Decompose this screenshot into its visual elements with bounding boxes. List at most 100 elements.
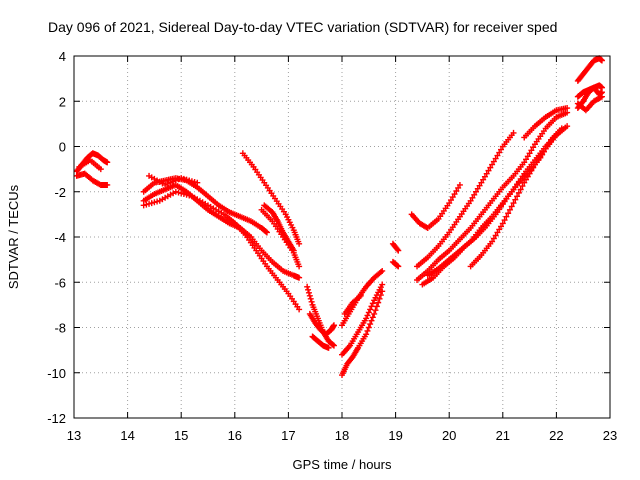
data-point-marker bbox=[521, 179, 528, 186]
data-point-marker bbox=[395, 247, 402, 254]
data-point-marker bbox=[598, 57, 605, 64]
data-point-marker bbox=[490, 235, 497, 242]
x-tick-label: 14 bbox=[120, 428, 134, 443]
data-point-marker bbox=[449, 194, 456, 201]
data-point-marker bbox=[263, 228, 270, 235]
data-point-marker bbox=[194, 179, 201, 186]
data-point-marker bbox=[447, 197, 454, 204]
data-point-marker bbox=[372, 307, 379, 314]
data-point-marker bbox=[496, 226, 503, 233]
data-point-marker bbox=[530, 144, 537, 151]
x-tick-label: 20 bbox=[442, 428, 456, 443]
data-point-marker bbox=[330, 322, 337, 329]
data-point-marker bbox=[496, 149, 503, 156]
data-point-marker bbox=[379, 267, 386, 274]
data-point-marker bbox=[469, 194, 476, 201]
data-point-marker bbox=[564, 105, 571, 112]
data-point-marker bbox=[368, 317, 375, 324]
data-point-marker bbox=[498, 146, 505, 153]
data-point-marker bbox=[514, 193, 521, 200]
y-tick-label: 4 bbox=[59, 49, 66, 64]
data-point-marker bbox=[296, 263, 303, 270]
data-point-marker bbox=[368, 303, 375, 310]
data-point-marker bbox=[526, 170, 533, 177]
data-point-marker bbox=[485, 167, 492, 174]
data-point-marker bbox=[453, 187, 460, 194]
data-point-marker bbox=[480, 176, 487, 183]
data-point-marker bbox=[523, 156, 530, 163]
data-point-marker bbox=[379, 281, 386, 288]
data-point-marker bbox=[363, 315, 370, 322]
data-point-marker bbox=[304, 283, 311, 290]
data-point-marker bbox=[492, 155, 499, 162]
data-point-marker bbox=[512, 196, 519, 203]
data-point-marker bbox=[364, 312, 371, 319]
data-point-marker bbox=[357, 292, 364, 299]
x-tick-label: 19 bbox=[388, 428, 402, 443]
data-point-marker bbox=[510, 200, 517, 207]
data-point-marker bbox=[104, 159, 111, 166]
grid-lines bbox=[74, 56, 610, 418]
data-point-marker bbox=[375, 299, 382, 306]
data-point-marker bbox=[510, 129, 517, 136]
y-tick-label: 2 bbox=[59, 94, 66, 109]
data-marks bbox=[73, 55, 605, 379]
x-axis-title: GPS time / hours bbox=[293, 457, 392, 472]
data-point-marker bbox=[97, 166, 104, 173]
data-point-marker bbox=[364, 327, 371, 334]
data-point-marker bbox=[519, 183, 526, 190]
data-point-marker bbox=[296, 274, 303, 281]
data-point-marker bbox=[394, 262, 401, 269]
data-point-marker bbox=[296, 306, 303, 313]
data-point-marker bbox=[363, 331, 370, 338]
data-point-marker bbox=[503, 213, 510, 220]
data-point-marker bbox=[526, 150, 533, 157]
data-point-marker bbox=[306, 292, 313, 299]
data-point-marker bbox=[471, 191, 478, 198]
data-point-marker bbox=[395, 263, 402, 270]
x-tick-label: 23 bbox=[603, 428, 617, 443]
data-point-marker bbox=[330, 342, 337, 349]
data-point-marker bbox=[490, 158, 497, 165]
data-point-marker bbox=[290, 247, 297, 254]
data-point-marker bbox=[494, 229, 501, 236]
data-point-marker bbox=[487, 164, 494, 171]
x-tick-label: 16 bbox=[228, 428, 242, 443]
data-point-marker bbox=[394, 246, 401, 253]
y-tick-label: 0 bbox=[59, 140, 66, 155]
y-tick-label: -12 bbox=[47, 411, 66, 426]
x-tick-label: 18 bbox=[335, 428, 349, 443]
data-point-marker bbox=[515, 189, 522, 196]
data-point-marker bbox=[499, 220, 506, 227]
plot-frame bbox=[73, 55, 611, 419]
data-point-marker bbox=[456, 181, 463, 188]
data-point-marker bbox=[506, 206, 513, 213]
data-point-marker bbox=[481, 173, 488, 180]
data-point-marker bbox=[530, 164, 537, 171]
data-point-marker bbox=[598, 93, 605, 100]
data-point-marker bbox=[467, 197, 474, 204]
chart-title: Day 096 of 2021, Sidereal Day-to-day VTE… bbox=[48, 19, 557, 35]
y-tick-label: -6 bbox=[54, 275, 66, 290]
y-tick-label: -8 bbox=[54, 321, 66, 336]
data-point-marker bbox=[446, 200, 453, 207]
y-tick-labels: -12 -10 -8 -6 -4 -2 0 2 4 bbox=[47, 49, 66, 426]
data-point-marker bbox=[489, 238, 496, 245]
data-point-marker bbox=[476, 182, 483, 189]
data-point-marker bbox=[517, 186, 524, 193]
data-point-marker bbox=[524, 153, 531, 160]
data-point-marker bbox=[371, 310, 378, 317]
data-point-marker bbox=[263, 229, 270, 236]
data-point-marker bbox=[369, 300, 376, 307]
y-tick-label: -2 bbox=[54, 185, 66, 200]
data-point-marker bbox=[505, 210, 512, 217]
data-point-marker bbox=[325, 344, 332, 351]
data-point-marker bbox=[305, 289, 312, 296]
x-tick-label: 21 bbox=[496, 428, 510, 443]
data-point-marker bbox=[478, 179, 485, 186]
x-tick-labels: 13 14 15 16 17 18 19 20 21 22 23 bbox=[67, 428, 617, 443]
data-point-marker bbox=[305, 286, 312, 293]
data-point-marker bbox=[494, 152, 501, 159]
data-point-marker bbox=[376, 295, 383, 302]
